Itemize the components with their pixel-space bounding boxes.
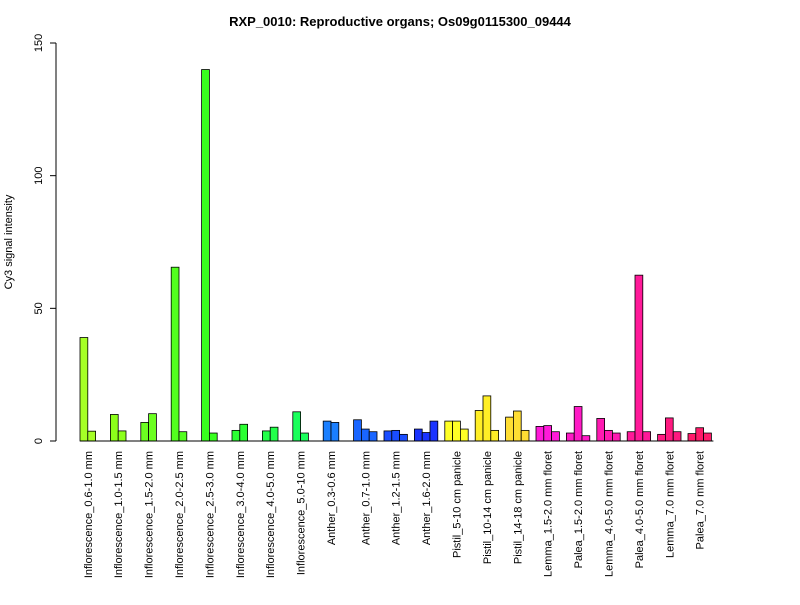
bar — [520, 429, 530, 442]
x-tick-label: Lemma_4.0-5.0 mm floret — [604, 451, 616, 577]
bar — [330, 422, 340, 442]
y-tick-label: 50 — [33, 302, 45, 314]
bar — [566, 432, 575, 442]
bar — [413, 428, 423, 442]
bar — [505, 416, 514, 442]
bar — [368, 431, 378, 442]
bar — [695, 427, 704, 442]
bar — [201, 69, 210, 442]
x-tick-label: Palea_1.5-2.0 mm floret — [573, 451, 585, 568]
x-tick-labels: Inflorescence_0.6-1.0 mm Inflorescence_1.… — [83, 451, 707, 578]
bar — [269, 426, 279, 442]
bar — [642, 431, 651, 442]
x-tick-label: Inflorescence_3.0-4.0 mm — [235, 451, 247, 578]
bar — [239, 423, 249, 442]
bar — [429, 420, 439, 442]
chart-title: RXP_0010: Reproductive organs; Os09g0115… — [229, 14, 572, 29]
bar — [383, 430, 393, 442]
bar — [581, 435, 591, 442]
x-tick-label: Anther_1.6-2.0 mm — [421, 451, 433, 545]
y-axis: 0 50 100 150 — [33, 34, 57, 444]
x-tick-label: Pistil_14-18 cm panicle — [512, 451, 524, 564]
bar — [261, 430, 271, 442]
bar — [459, 428, 469, 442]
bar — [672, 431, 682, 442]
bar — [596, 418, 605, 442]
bar — [634, 274, 644, 442]
bar — [657, 433, 666, 442]
bar — [687, 433, 697, 442]
bar — [573, 406, 583, 442]
bar — [474, 410, 484, 442]
x-tick-label: Pistil_10-14 cm panicle — [482, 451, 494, 564]
bar — [626, 431, 636, 442]
bars-group — [79, 69, 714, 442]
bar — [292, 411, 301, 442]
bar — [300, 432, 309, 442]
bar — [444, 420, 453, 442]
bar — [665, 417, 674, 442]
bar — [360, 428, 370, 442]
x-tick-label: Inflorescence_4.0-5.0 mm — [265, 451, 277, 578]
x-tick-label: Lemma_7.0 mm floret — [664, 451, 676, 558]
bar — [87, 430, 97, 442]
x-tick-label: Palea_7.0 mm floret — [695, 451, 707, 549]
x-tick-label: Lemma_1.5-2.0 mm floret — [543, 451, 555, 577]
bar — [178, 431, 188, 442]
bar — [399, 433, 408, 442]
x-tick-label: Inflorescence_5.0-10 mm — [296, 451, 308, 575]
bar — [604, 429, 613, 442]
x-tick-label: Inflorescence_0.6-1.0 mm — [83, 451, 95, 578]
x-tick-label: Anther_0.7-1.0 mm — [360, 451, 372, 545]
bar — [140, 422, 150, 442]
x-tick-label: Inflorescence_2.5-3.0 mm — [204, 451, 216, 578]
bar — [421, 432, 431, 442]
bar — [543, 425, 552, 442]
bar — [170, 266, 180, 442]
y-tick-label: 150 — [33, 34, 45, 52]
bar — [117, 430, 127, 442]
bar — [208, 432, 218, 442]
bar — [322, 420, 332, 442]
bar — [703, 432, 712, 442]
x-tick-label: Inflorescence_1.5-2.0 mm — [144, 451, 156, 578]
x-tick-label: Anther_1.2-1.5 mm — [391, 451, 403, 545]
y-tick-label: 0 — [33, 438, 45, 444]
bar — [482, 395, 492, 442]
bar — [452, 420, 461, 442]
bar — [551, 431, 560, 442]
bar — [490, 429, 499, 442]
bar — [513, 410, 522, 442]
bar — [110, 414, 119, 442]
bar — [231, 429, 241, 442]
x-tick-label: Inflorescence_2.0-2.5 mm — [174, 451, 186, 578]
bar — [79, 337, 89, 442]
x-tick-label: Anther_0.3-0.6 mm — [326, 451, 338, 545]
bar — [535, 426, 545, 442]
bar — [148, 413, 157, 442]
x-tick-label: Palea_4.0-5.0 mm floret — [634, 451, 646, 568]
bar — [353, 419, 362, 442]
y-tick-label: 100 — [33, 166, 45, 184]
bar — [391, 429, 400, 442]
bar — [612, 432, 621, 442]
y-axis-label: Cy3 signal intensity — [3, 194, 15, 289]
x-tick-label: Inflorescence_1.0-1.5 mm — [113, 451, 125, 578]
x-tick-label: Pistil_5-10 cm panicle — [452, 451, 464, 558]
